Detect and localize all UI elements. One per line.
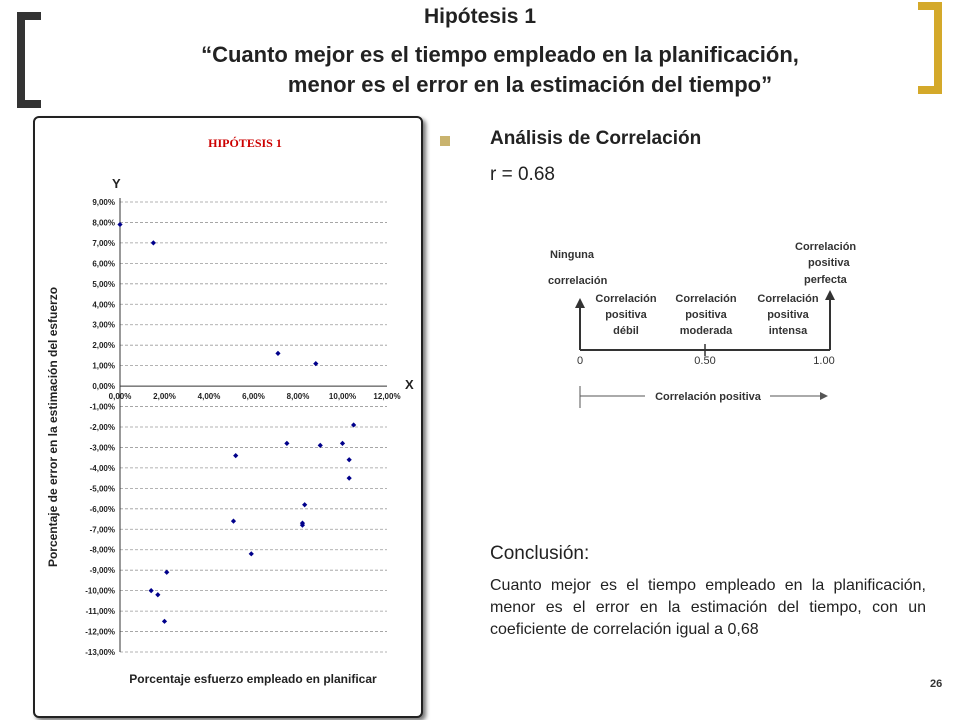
y-axis-name: Y — [112, 176, 121, 191]
y-tick-label: 8,00% — [92, 218, 115, 227]
bullet-icon — [440, 136, 450, 146]
y-tick-label: -8,00% — [90, 546, 115, 555]
data-point — [150, 240, 156, 246]
data-point — [351, 422, 357, 428]
weak-label-3: débil — [613, 325, 639, 337]
y-tick-label: 7,00% — [92, 239, 115, 248]
x-tick-label: 8,00% — [287, 392, 310, 401]
y-tick-label: 5,00% — [92, 280, 115, 289]
tick-0: 0 — [577, 355, 583, 367]
conclusion-text: Cuanto mejor es el tiempo empleado en la… — [490, 577, 926, 638]
scale-top-right-3: perfecta — [804, 274, 848, 286]
data-point — [346, 475, 352, 481]
data-point — [248, 551, 254, 557]
x-tick-label: 6,00% — [242, 392, 265, 401]
y-tick-label: 3,00% — [92, 321, 115, 330]
moderate-label-2: positiva — [685, 309, 727, 321]
scale-top-left-2: correlación — [548, 275, 608, 287]
data-point — [161, 618, 168, 624]
y-tick-label: 6,00% — [92, 259, 115, 268]
y-axis-label: Porcentaje de error en la estimación del… — [46, 287, 60, 567]
analysis-heading: Análisis de Correlación — [490, 128, 702, 149]
data-point — [317, 442, 323, 449]
data-point — [339, 440, 346, 446]
y-tick-label: -5,00% — [90, 484, 115, 493]
weak-label-1: Correlación — [595, 293, 656, 305]
data-point — [346, 457, 352, 463]
y-tick-label: -12,00% — [85, 628, 115, 637]
y-tick-label: 9,00% — [92, 198, 115, 207]
x-axis-label: Porcentaje esfuerzo empleado en planific… — [129, 672, 377, 686]
tick-050: 0.50 — [694, 355, 715, 367]
moderate-label-1: Correlación — [675, 293, 736, 305]
subtitle-line-2: menor es el error en la estimación del t… — [287, 72, 773, 97]
y-tick-label: -3,00% — [90, 443, 115, 452]
moderate-label-3: moderada — [680, 325, 733, 337]
x-tick-label: 12,00% — [373, 392, 400, 401]
y-tick-label: 1,00% — [92, 362, 115, 371]
chart-title: HIPÓTESIS 1 — [208, 136, 282, 150]
y-tick-label: -11,00% — [86, 607, 115, 616]
data-point — [275, 350, 281, 356]
x-tick-label: 4,00% — [198, 392, 221, 401]
data-point — [117, 221, 123, 228]
scale-bottom-label: Correlación positiva — [655, 391, 762, 403]
y-tick-label: -13,00% — [85, 648, 115, 657]
x-tick-label: 0,00% — [109, 392, 132, 401]
data-point — [164, 569, 170, 575]
strong-label-3: intensa — [769, 325, 808, 337]
data-point — [233, 453, 239, 459]
x-tick-label: 10,00% — [329, 392, 356, 401]
scale-top-right-2: positiva — [808, 257, 850, 269]
x-tick-label: 2,00% — [153, 392, 176, 401]
correlation-scale-diagram: Ninguna correlación Correlación positiva… — [548, 241, 856, 408]
data-point — [284, 440, 290, 446]
scale-top-left-1: Ninguna — [550, 249, 595, 261]
r-value: r = 0.68 — [490, 164, 555, 185]
page-number: 26 — [930, 678, 943, 690]
left-bracket — [17, 12, 41, 108]
y-tick-label: -9,00% — [90, 566, 115, 575]
right-bracket — [918, 2, 942, 94]
y-tick-label: -4,00% — [90, 464, 115, 473]
data-point — [148, 588, 154, 594]
y-tick-label: -2,00% — [90, 423, 115, 432]
scale-top-right-1: Correlación — [795, 241, 856, 253]
y-tick-label: -7,00% — [90, 525, 115, 534]
conclusion-label: Conclusión: — [490, 543, 590, 564]
y-tick-label: -10,00% — [85, 587, 115, 596]
x-axis-name: X — [405, 377, 414, 392]
data-point — [155, 592, 161, 598]
tick-100: 1.00 — [813, 355, 834, 367]
data-point — [299, 522, 306, 528]
weak-label-2: positiva — [605, 309, 647, 321]
scatter-chart-panel: HIPÓTESIS 1 9,00% 8,00% 7,00% 6,00% 5,00% 4,00… — [33, 116, 423, 718]
strong-label-2: positiva — [767, 309, 809, 321]
y-tick-label: 4,00% — [92, 300, 115, 309]
y-tick-label: 0,00% — [92, 382, 115, 391]
strong-label-1: Correlación — [757, 293, 818, 305]
subtitle-line-1: “Cuanto mejor es el tiempo empleado en l… — [201, 42, 799, 67]
slide-subtitle: “Cuanto mejor es el tiempo empleado en l… — [120, 40, 880, 100]
y-tick-label: -1,00% — [90, 403, 115, 412]
scatter-chart: HIPÓTESIS 1 9,00% 8,00% 7,00% 6,00% 5,00% 4,00… — [46, 136, 414, 686]
data-point — [230, 518, 237, 524]
slide-title: Hipótesis 1 — [423, 5, 537, 28]
y-tick-label: 2,00% — [92, 341, 115, 350]
data-point — [302, 502, 308, 508]
y-tick-label: -6,00% — [90, 505, 115, 514]
